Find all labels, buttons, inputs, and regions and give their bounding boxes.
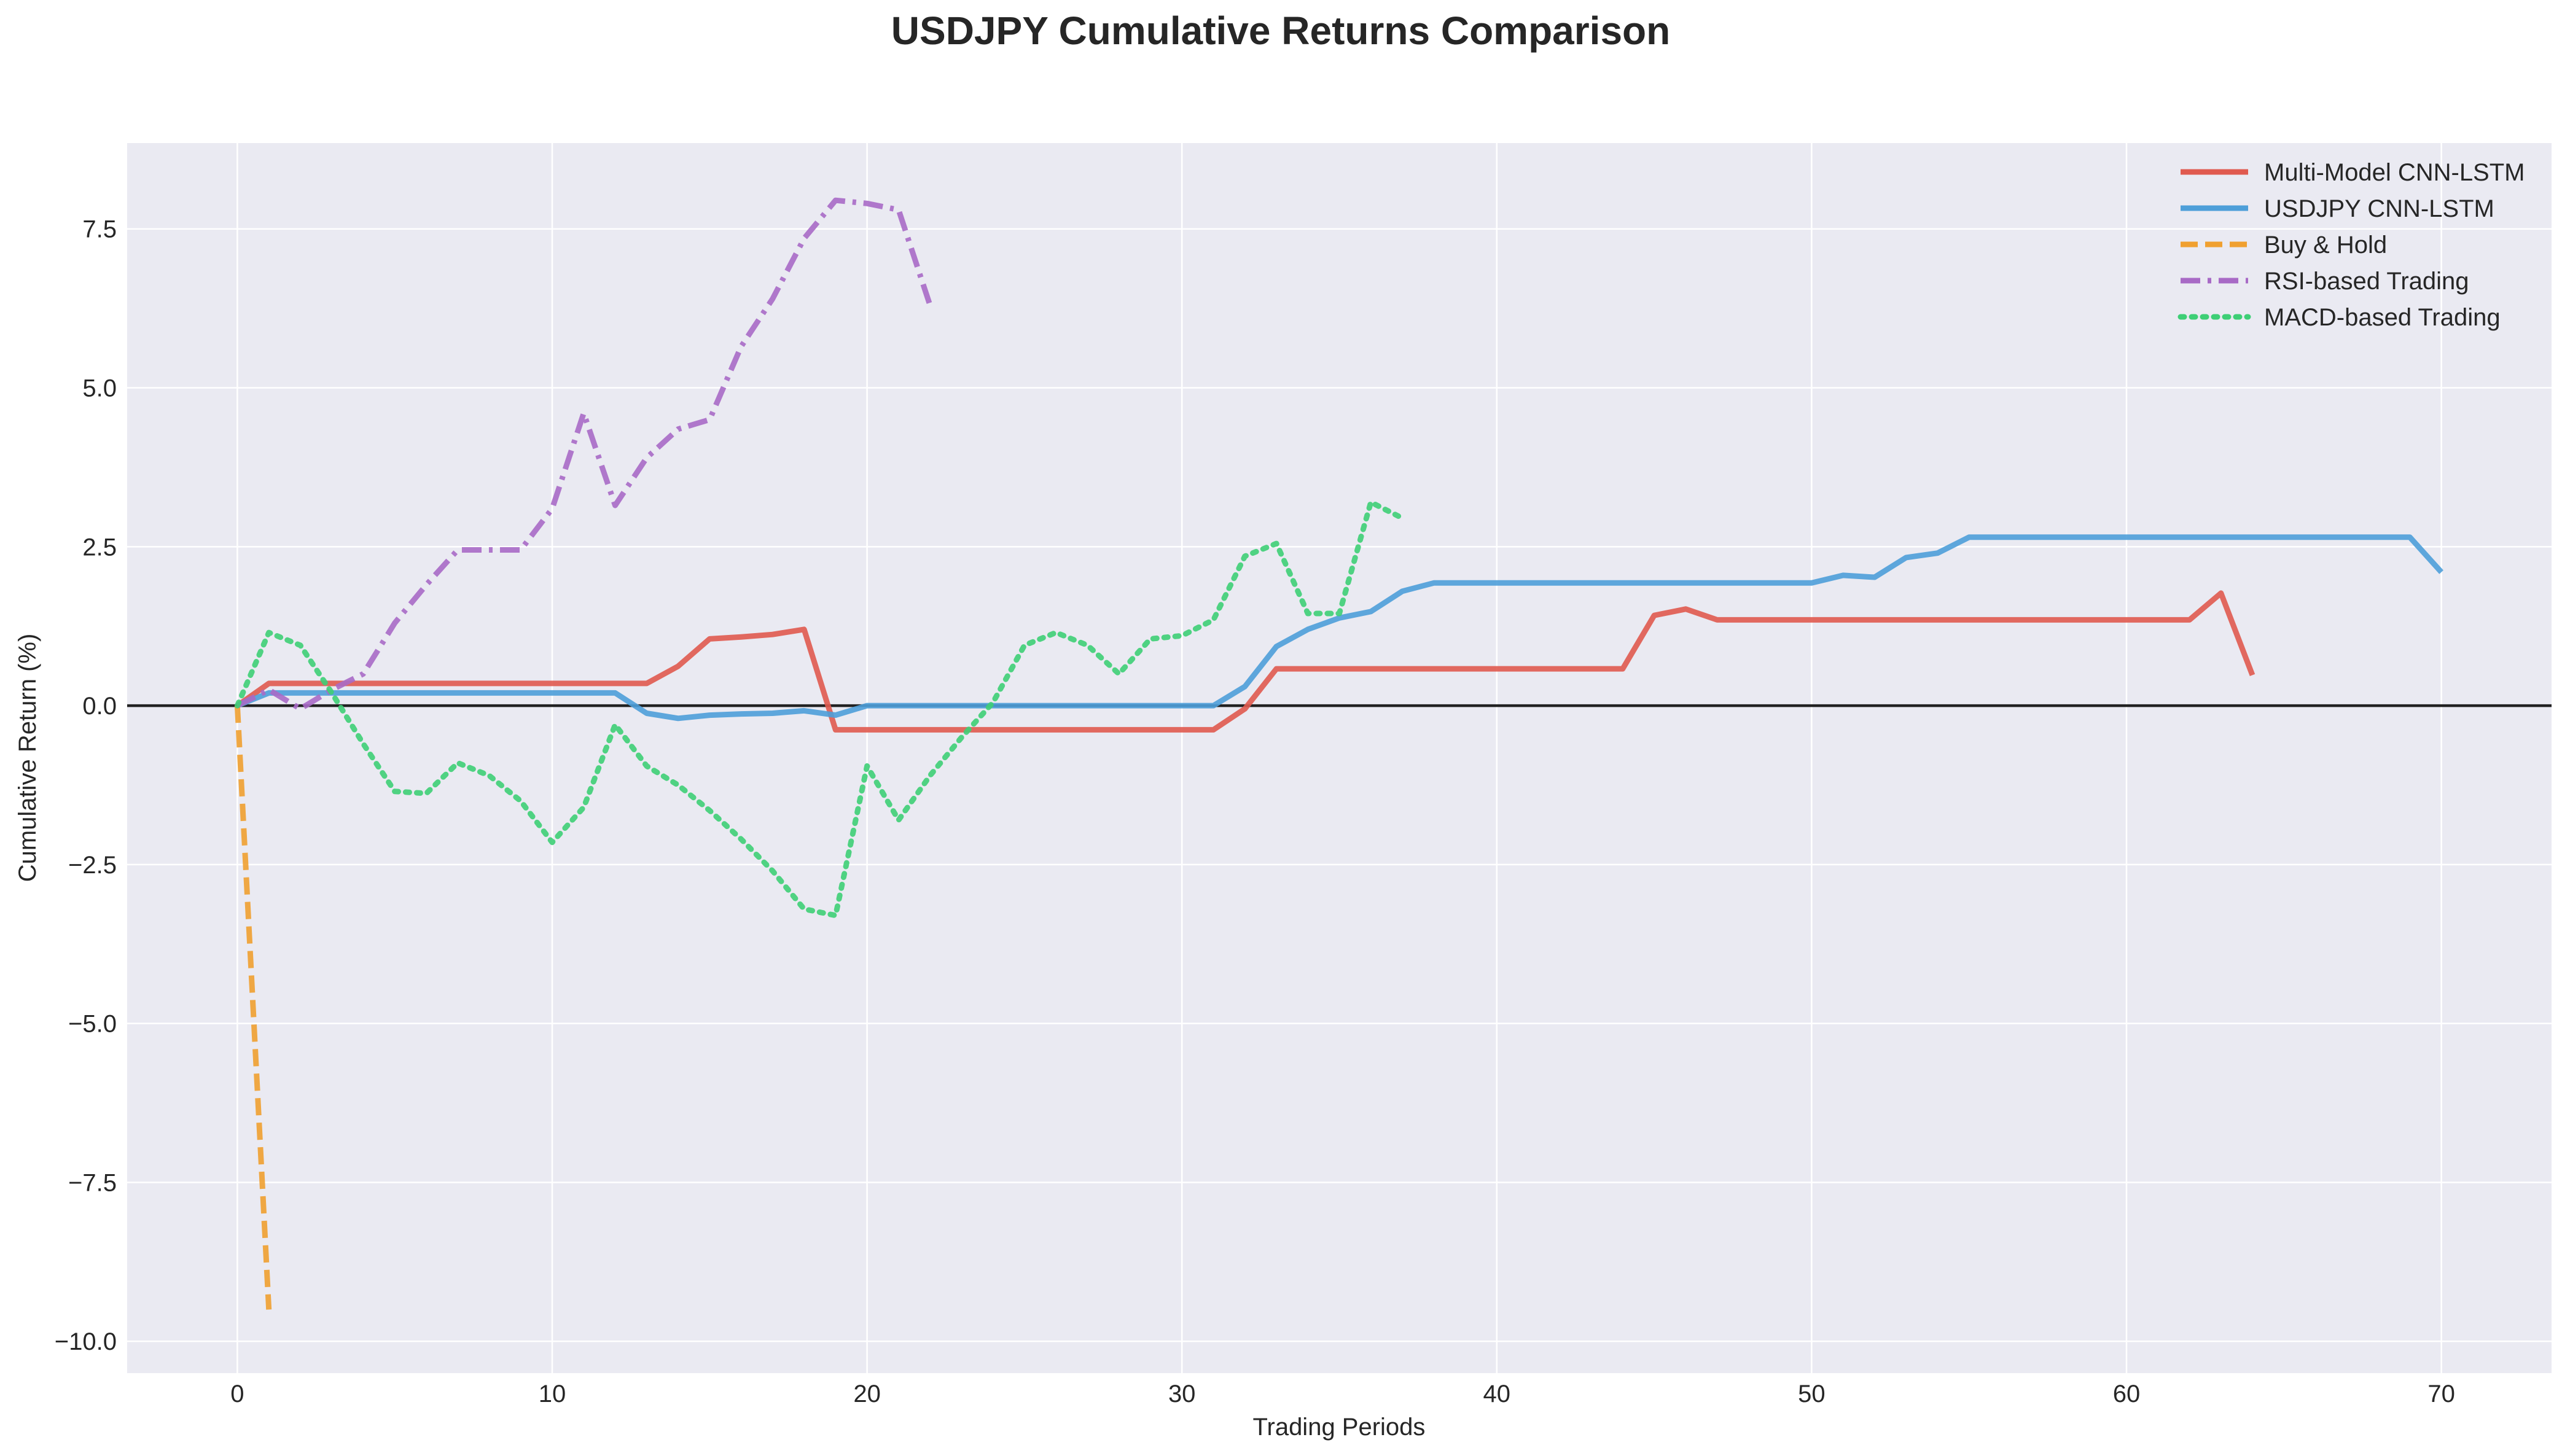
x-tick-label: 0 xyxy=(230,1380,244,1407)
legend: Multi-Model CNN-LSTM USDJPY CNN-LSTM Buy &… xyxy=(2177,159,2525,331)
x-tick-label: 40 xyxy=(1483,1380,1511,1407)
series-line-1 xyxy=(235,590,2255,733)
series-line-5 xyxy=(234,499,1405,919)
x-tick-labels: 0 10 20 30 40 50 60 70 xyxy=(230,1380,2455,1407)
series-line-3 xyxy=(234,705,272,1310)
legend-label: USDJPY CNN-LSTM xyxy=(2264,195,2494,222)
x-tick-label: 60 xyxy=(2113,1380,2141,1407)
y-tick-label: 7.5 xyxy=(82,216,117,243)
y-tick-label: −2.5 xyxy=(68,852,117,879)
series-line-2 xyxy=(236,534,2443,722)
y-tick-label: −10.0 xyxy=(55,1328,117,1355)
x-tick-label: 20 xyxy=(853,1380,881,1407)
legend-label: RSI-based Trading xyxy=(2264,268,2469,295)
y-axis-label: Cumulative Return (%) xyxy=(14,634,41,882)
series-group xyxy=(234,197,2443,1310)
plot-area xyxy=(127,143,2552,1373)
x-axis-label: Trading Periods xyxy=(1253,1414,1426,1441)
legend-label: Buy & Hold xyxy=(2264,232,2387,259)
y-tick-label: 5.0 xyxy=(82,375,117,402)
x-tick-label: 30 xyxy=(1168,1380,1196,1407)
y-tick-label: 0.0 xyxy=(82,693,117,720)
y-tick-label: −7.5 xyxy=(68,1169,117,1196)
y-tick-label: −5.0 xyxy=(68,1011,117,1038)
series-line-4 xyxy=(236,197,933,712)
legend-label: MACD-based Trading xyxy=(2264,304,2501,331)
chart-title: USDJPY Cumulative Returns Comparison xyxy=(891,9,1670,53)
x-tick-label: 70 xyxy=(2427,1380,2455,1407)
x-tick-label: 10 xyxy=(539,1380,566,1407)
x-tick-label: 50 xyxy=(1798,1380,1826,1407)
grid xyxy=(127,143,2552,1373)
y-tick-labels: −10.0 −7.5 −5.0 −2.5 0.0 2.5 5.0 7.5 xyxy=(55,216,117,1355)
legend-label: Multi-Model CNN-LSTM xyxy=(2264,159,2525,186)
y-tick-label: 2.5 xyxy=(82,534,117,561)
